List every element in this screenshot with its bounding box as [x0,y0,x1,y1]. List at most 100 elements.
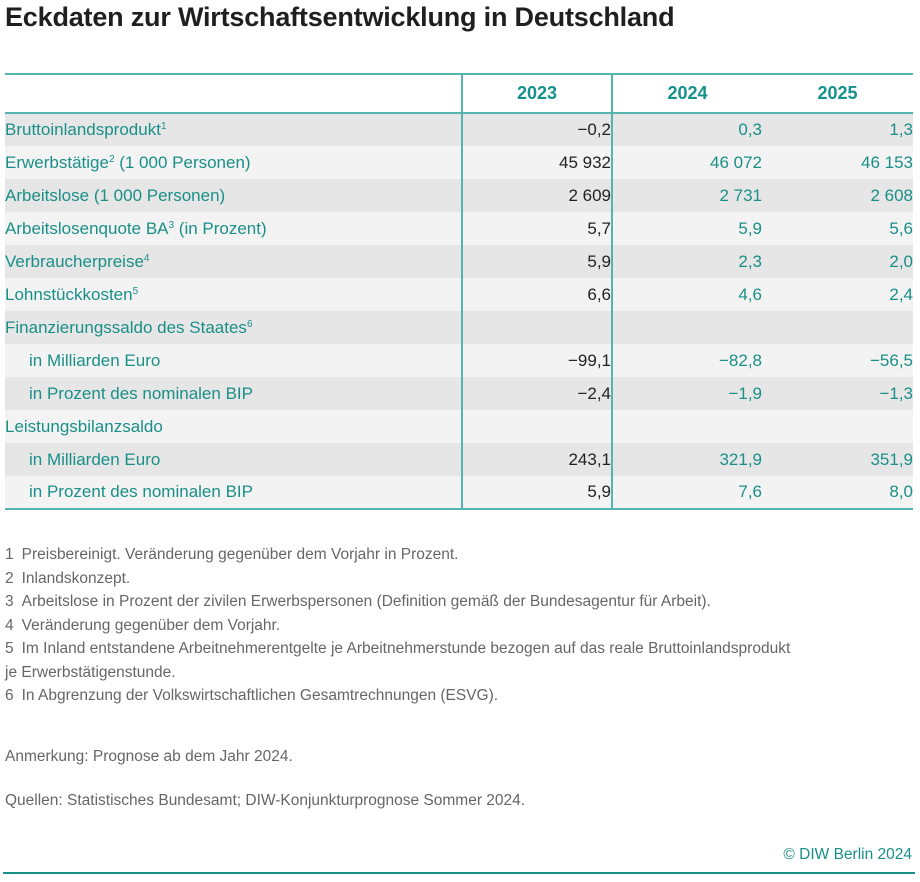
value-2023 [461,311,612,344]
row-label-text: Arbeitslosenquote BA [5,218,169,238]
value-2023 [461,410,612,443]
row-label: Finanzierungssaldo des Staates6 [5,311,462,344]
table-row: in Prozent des nominalen BIP −2,4 −1,9 −1,3 [5,377,913,410]
row-label: in Prozent des nominalen BIP [5,476,462,509]
footnote-marker: 1 [160,121,167,132]
row-label-text: Arbeitslose (1 000 Personen) [5,185,226,205]
row-label: Lohnstückkosten5 [5,278,462,311]
footnote-text: Inlandskonzept. [21,569,131,587]
value-2024: 5,9 [611,212,762,245]
row-label-text: Leistungsbilanzsaldo [5,416,163,436]
row-label: in Milliarden Euro [5,344,462,377]
row-label: in Milliarden Euro [5,443,462,476]
value-2025: 46 153 [762,146,913,179]
header-year-2024: 2024 [611,74,762,113]
value-2023: 2 609 [461,179,612,212]
value-2024: 7,6 [611,476,762,509]
row-label-text: Lohnstückkosten [5,284,133,304]
value-2025 [762,311,913,344]
row-label-text: Finanzierungssaldo des Staates [5,317,247,337]
value-2024 [611,410,762,443]
table-row: Lohnstückkosten5 6,6 4,6 2,4 [5,278,913,311]
table-row: Leistungsbilanzsaldo [5,410,913,443]
value-2023: 45 932 [461,146,612,179]
sources-note: Quellen: Statistisches Bundesamt; DIW-Ko… [5,792,526,809]
footnotes: 1 Preisbereinigt. Veränderung gegenüber d… [5,543,790,708]
row-label-text: in Prozent des nominalen BIP [29,383,253,403]
table-row: in Milliarden Euro 243,1 321,9 351,9 [5,443,913,476]
value-2024: 4,6 [611,278,762,311]
page-title: Eckdaten zur Wirtschaftsentwicklung in D… [5,2,675,32]
value-2023: −99,1 [461,344,612,377]
table-row: Finanzierungssaldo des Staates6 [5,311,913,344]
footnote-marker: 6 [246,318,253,330]
remark-note: Anmerkung: Prognose ab dem Jahr 2024. [5,748,293,765]
table-row: in Prozent des nominalen BIP 5,9 7,6 8,0 [5,476,913,509]
row-label: Arbeitslose (1 000 Personen) [5,179,462,212]
value-2025: 351,9 [762,443,913,476]
value-2025: 1,3 [762,113,913,146]
value-2024: 46 072 [611,146,762,179]
value-2023: 5,7 [461,212,612,245]
row-label-text: Verbraucherpreise [5,251,144,271]
value-2023: 6,6 [461,278,612,311]
value-2024: −82,8 [611,344,762,377]
value-2023: 243,1 [461,443,612,476]
footnote-number: 3 [5,593,14,610]
footnote-item: 2 Inlandskonzept. [5,567,790,591]
footnote-number: 1 [5,546,14,563]
value-2025: 8,0 [762,476,913,509]
footnote-text: Arbeitslose in Prozent der zivilen Erwer… [21,593,711,610]
table-row: Arbeitslose (1 000 Personen) 2 609 2 731 2 … [5,179,913,212]
value-2023: 5,9 [461,476,612,509]
header-year-2023: 2023 [461,74,612,113]
footnote-item: 6 In Abgrenzung der Volkswirtschaftlichen… [5,684,790,708]
bottom-divider [3,872,915,874]
value-2025: −56,5 [762,344,913,377]
header-label-column [5,74,462,113]
footnote-text: Veränderung gegenüber dem Vorjahr. [21,616,281,634]
economic-data-table: 2023 2024 2025 Bruttoinlandsprodukt1 −0,2… [5,73,913,510]
table-row: Bruttoinlandsprodukt1 −0,2 0,3 1,3 [5,113,913,146]
value-2025: 2 608 [762,179,913,212]
row-label: Arbeitslosenquote BA3 (in Prozent) [5,212,462,245]
value-2023: 5,9 [461,245,612,278]
value-2024: 321,9 [611,443,762,476]
footnote-text: Preisbereinigt. Veränderung gegenüber de… [21,546,459,563]
row-label-text: Bruttoinlandsprodukt [5,120,161,139]
copyright-notice: © DIW Berlin 2024 [783,846,912,863]
footnote-continuation: je Erwerbstätigenstunde. [5,663,176,681]
value-2025: −1,3 [762,377,913,410]
footnote-item: 1 Preisbereinigt. Veränderung gegenüber d… [5,543,790,567]
row-label-suffix: (1 000 Personen) [114,152,251,172]
footnote-text: In Abgrenzung der Volkswirtschaftlichen … [21,687,499,704]
row-label: Verbraucherpreise4 [5,245,462,278]
footnote-number: 5 [5,640,14,657]
value-2025 [762,410,913,443]
footnote-marker: 3 [168,219,175,231]
table-row: Erwerbstätige2 (1 000 Personen) 45 932 46 … [5,146,913,179]
row-label-text: in Milliarden Euro [29,449,161,469]
row-label: Bruttoinlandsprodukt1 [5,113,462,146]
footnote-item: 4 Veränderung gegenüber dem Vorjahr. [5,614,790,638]
value-2023: −0,2 [461,113,612,146]
footnote-number: 4 [5,616,14,634]
value-2024: −1,9 [611,377,762,410]
value-2025: 5,6 [762,212,913,245]
table-row: Arbeitslosenquote BA3 (in Prozent) 5,7 5,9… [5,212,913,245]
footnote-item: 5 Im Inland entstandene Arbeitnehmerentge… [5,637,790,661]
footnote-text: Im Inland entstandene Arbeitnehmerentgel… [21,640,791,657]
footnote-marker: 4 [143,252,150,264]
row-label: Erwerbstätige2 (1 000 Personen) [5,146,462,179]
row-label: Leistungsbilanzsaldo [5,410,462,443]
value-2024: 0,3 [611,113,762,146]
footnote-number: 2 [5,569,14,587]
row-label-text: Erwerbstätige [5,152,109,172]
row-label-text: in Milliarden Euro [29,350,161,370]
table-row: Verbraucherpreise4 5,9 2,3 2,0 [5,245,913,278]
row-label: in Prozent des nominalen BIP [5,377,462,410]
value-2025: 2,4 [762,278,913,311]
value-2023: −2,4 [461,377,612,410]
value-2024: 2 731 [611,179,762,212]
footnote-item: 3 Arbeitslose in Prozent der zivilen Erwe… [5,590,790,614]
